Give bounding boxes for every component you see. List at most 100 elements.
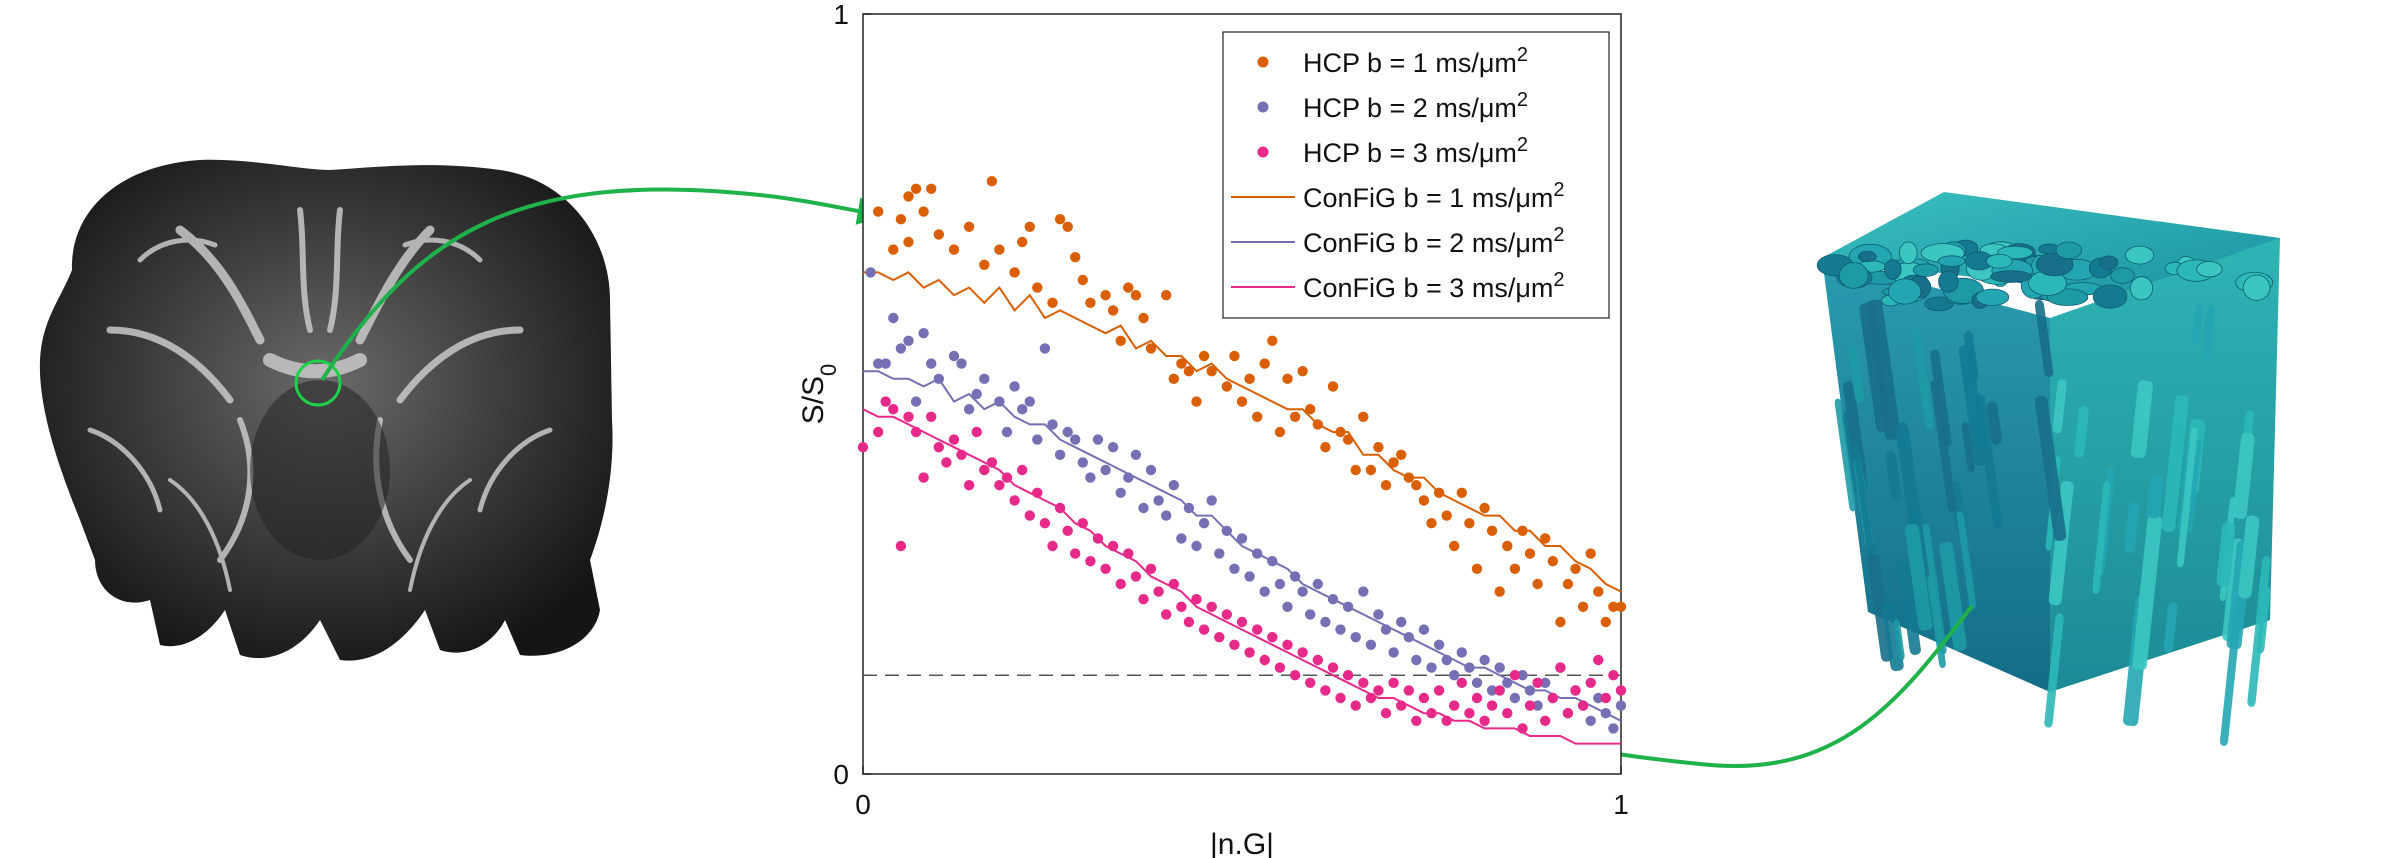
y-axis-label: S/S0 bbox=[797, 364, 841, 425]
hcp-point-series-1 bbox=[1115, 335, 1126, 346]
hcp-point-series-1 bbox=[1524, 548, 1536, 559]
y-tick-label: 1 bbox=[833, 0, 849, 30]
fibre-segment bbox=[2044, 613, 2064, 728]
hcp-point-series-3 bbox=[1168, 578, 1180, 590]
hcp-point-series-3 bbox=[895, 540, 907, 552]
hcp-point-series-1 bbox=[1380, 480, 1392, 491]
hcp-point-series-3 bbox=[1555, 662, 1566, 673]
y-tick-label: 0 bbox=[833, 759, 849, 790]
hcp-point-series-3 bbox=[1547, 692, 1559, 704]
hcp-point-series-1 bbox=[1327, 381, 1339, 392]
hcp-point-series-2 bbox=[1009, 381, 1020, 392]
hcp-point-series-1 bbox=[1532, 578, 1543, 590]
hcp-point-series-1 bbox=[1009, 267, 1020, 278]
hcp-point-series-2 bbox=[1039, 343, 1051, 354]
hcp-point-series-3 bbox=[1221, 609, 1233, 620]
hcp-point-series-3 bbox=[986, 457, 998, 468]
hcp-point-series-1 bbox=[933, 229, 944, 240]
fibre-segment bbox=[2130, 380, 2154, 458]
hcp-point-series-2 bbox=[1532, 700, 1543, 711]
hcp-point-series-2 bbox=[1297, 586, 1308, 597]
legend-marker-dot bbox=[1257, 56, 1269, 68]
hcp-point-series-3 bbox=[926, 411, 937, 422]
hcp-point-series-1 bbox=[1206, 366, 1217, 377]
fibre-segment bbox=[1848, 345, 1865, 403]
hcp-point-series-2 bbox=[1191, 540, 1202, 552]
hcp-point-series-1 bbox=[1418, 495, 1430, 506]
fibre-end bbox=[2055, 241, 2083, 260]
hcp-point-series-3 bbox=[933, 442, 944, 453]
hcp-point-series-3 bbox=[1608, 670, 1619, 681]
hcp-point-series-3 bbox=[1441, 715, 1452, 726]
arrow-brain-to-chart bbox=[320, 187, 886, 382]
hcp-point-series-2 bbox=[1517, 670, 1528, 681]
hcp-point-series-2 bbox=[1312, 578, 1324, 590]
hcp-point-series-3 bbox=[1176, 601, 1187, 612]
hcp-point-series-3 bbox=[1123, 548, 1134, 559]
hcp-point-series-2 bbox=[1449, 670, 1460, 681]
hcp-point-series-2 bbox=[971, 388, 982, 400]
hcp-point-series-3 bbox=[857, 442, 869, 453]
hcp-point-series-3 bbox=[1335, 692, 1346, 704]
white-matter-tracts bbox=[87, 207, 553, 592]
fibre-segment bbox=[2048, 480, 2074, 606]
hcp-point-series-1 bbox=[1312, 419, 1324, 430]
hcp-point-series-3 bbox=[1365, 692, 1377, 704]
fibre-segment bbox=[1893, 619, 1905, 661]
hcp-point-series-1 bbox=[1138, 312, 1149, 324]
hcp-point-series-3 bbox=[1009, 495, 1020, 506]
fibre-end bbox=[2125, 245, 2155, 265]
hcp-point-series-1 bbox=[1577, 601, 1589, 612]
hcp-point-series-1 bbox=[1456, 487, 1468, 498]
legend-label-superscript: 2 bbox=[1553, 269, 1564, 291]
voxel-highlight-circle bbox=[294, 359, 342, 407]
x-axis-label: |n.G| bbox=[1210, 828, 1274, 858]
hcp-point-series-3 bbox=[1244, 647, 1255, 658]
hcp-point-series-3 bbox=[1433, 685, 1445, 696]
hcp-point-series-2 bbox=[1509, 692, 1521, 704]
fibre-segment bbox=[2052, 378, 2067, 434]
hcp-point-series-3 bbox=[1191, 594, 1202, 605]
hcp-point-series-2 bbox=[994, 396, 1005, 407]
hcp-point-series-3 bbox=[956, 449, 967, 460]
legend-marker-dot bbox=[1257, 146, 1269, 158]
hcp-point-series-1 bbox=[1342, 434, 1354, 445]
hcp-point-series-2 bbox=[903, 335, 914, 346]
hcp-point-series-3 bbox=[1017, 464, 1028, 476]
fibre-segment bbox=[1956, 510, 1977, 610]
hcp-point-series-1 bbox=[1024, 221, 1036, 232]
hcp-point-series-1 bbox=[1168, 373, 1180, 384]
fibre-substrate-cube bbox=[1816, 192, 2280, 746]
fibre-segment bbox=[1895, 422, 1928, 571]
hcp-point-series-2 bbox=[948, 350, 960, 362]
hcp-point-series-1 bbox=[948, 244, 960, 255]
hcp-point-series-3 bbox=[1327, 662, 1339, 673]
hcp-point-series-2 bbox=[888, 312, 899, 324]
hcp-point-series-2 bbox=[1403, 632, 1415, 643]
legend-label: ConFiG b = 2 ms/μm2 bbox=[1303, 224, 1565, 258]
hcp-point-series-1 bbox=[1085, 297, 1096, 308]
hcp-point-series-2 bbox=[1593, 692, 1604, 704]
hcp-point-series-2 bbox=[1161, 510, 1172, 521]
hcp-point-series-2 bbox=[1123, 472, 1134, 483]
hcp-point-series-3 bbox=[1115, 578, 1126, 590]
hcp-point-series-1 bbox=[1486, 525, 1498, 536]
hcp-point-series-2 bbox=[1138, 502, 1149, 514]
fibre-end bbox=[1857, 250, 1877, 263]
hcp-point-series-1 bbox=[1388, 457, 1399, 468]
hcp-point-series-3 bbox=[1532, 677, 1543, 688]
hcp-point-series-3 bbox=[1615, 685, 1627, 696]
hcp-point-series-3 bbox=[1183, 616, 1195, 628]
hcp-point-series-3 bbox=[1039, 518, 1051, 529]
hcp-point-series-1 bbox=[979, 259, 990, 270]
hcp-point-series-3 bbox=[888, 404, 899, 415]
fibre-end bbox=[1899, 241, 1918, 265]
hcp-point-series-2 bbox=[1092, 434, 1104, 445]
fibre-end bbox=[1986, 253, 2013, 269]
hcp-point-series-2 bbox=[1001, 426, 1013, 438]
hcp-point-series-2 bbox=[1327, 594, 1339, 605]
hcp-point-series-1 bbox=[1540, 533, 1551, 544]
hcp-point-series-3 bbox=[1494, 685, 1505, 696]
hcp-point-series-1 bbox=[963, 221, 975, 232]
